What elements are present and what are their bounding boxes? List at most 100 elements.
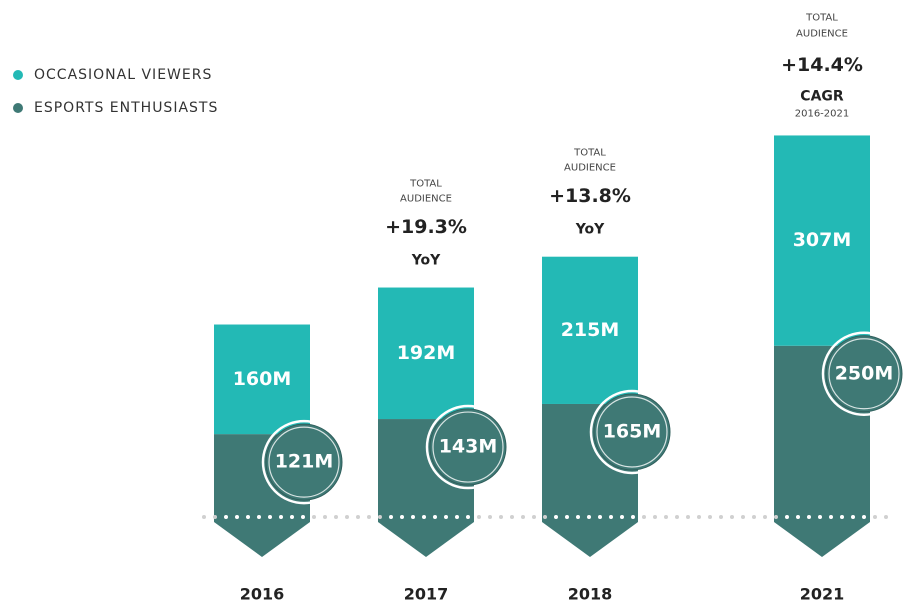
annotation-value: +19.3% (385, 216, 467, 238)
baseline-dot (213, 515, 217, 519)
badge (265, 423, 343, 501)
badge-inner-ring (828, 338, 900, 410)
baseline-dot (532, 515, 536, 519)
baseline-dot (598, 515, 602, 519)
baseline-dot (851, 515, 855, 519)
baseline-dot (719, 515, 723, 519)
baseline-dot (730, 515, 734, 519)
badge (593, 393, 671, 471)
baseline-dot (708, 515, 712, 519)
x-tick-label: 2021 (800, 585, 845, 603)
baseline-dot (521, 515, 525, 519)
baseline-dot (796, 515, 800, 519)
baseline-dot (466, 515, 470, 519)
data-label: 215M (561, 319, 620, 341)
legend-dot (13, 103, 23, 113)
baseline-dot (268, 515, 272, 519)
data-label: 160M (233, 368, 292, 390)
baseline-dot (400, 515, 404, 519)
badge-inner-ring (268, 426, 340, 498)
baseline-dot (510, 515, 514, 519)
baseline-dot (444, 515, 448, 519)
badge-inner-ring (596, 396, 668, 468)
baseline-dot (356, 515, 360, 519)
bar-segment (542, 256, 638, 404)
bar-chevron (774, 517, 870, 557)
baseline-dot (642, 515, 646, 519)
baseline-dot (620, 515, 624, 519)
bar-segment (774, 135, 870, 346)
annotation-heading: AUDIENCE (400, 194, 452, 205)
x-tick-label: 2017 (404, 585, 449, 603)
x-tick-label: 2016 (240, 585, 285, 603)
annotation-value: +13.8% (549, 185, 631, 207)
bar-chevron (542, 517, 638, 557)
baseline-dot (807, 515, 811, 519)
data-label: 192M (397, 342, 456, 364)
baseline-dot (763, 515, 767, 519)
baseline-dot (543, 515, 547, 519)
annotation-heading: TOTAL (805, 12, 838, 23)
annotation-heading: TOTAL (409, 179, 442, 190)
badge (825, 335, 903, 413)
baseline-dot (829, 515, 833, 519)
baseline-dot (785, 515, 789, 519)
baseline-dot (279, 515, 283, 519)
legend-label: OCCASIONAL VIEWERS (34, 67, 212, 83)
data-label: 307M (793, 229, 852, 251)
bar-chevron (378, 517, 474, 557)
baseline-dot (257, 515, 261, 519)
baseline-dot (774, 515, 778, 519)
baseline-dot (477, 515, 481, 519)
baseline-dot (862, 515, 866, 519)
data-label: 143M (439, 436, 498, 458)
baseline-dot (675, 515, 679, 519)
badge-ring (425, 404, 511, 490)
baseline-dot (202, 515, 206, 519)
baseline-dot (323, 515, 327, 519)
baseline-dot (422, 515, 426, 519)
baseline-dot (818, 515, 822, 519)
legend-label: ESPORTS ENTHUSIASTS (34, 100, 218, 116)
baseline-dot (565, 515, 569, 519)
baseline-dot (411, 515, 415, 519)
annotation-heading: AUDIENCE (796, 28, 848, 39)
bar-segment (378, 287, 474, 420)
baseline-dot (345, 515, 349, 519)
baseline-dot (884, 515, 888, 519)
baseline-dot (653, 515, 657, 519)
annotation-basis: YoY (575, 222, 605, 238)
bar-segment (214, 324, 310, 435)
baseline-dot (741, 515, 745, 519)
badge-inner-ring (432, 411, 504, 483)
baseline-dot (664, 515, 668, 519)
baseline-dot (752, 515, 756, 519)
baseline-dot (389, 515, 393, 519)
baseline-dot (301, 515, 305, 519)
baseline-dot (576, 515, 580, 519)
badge-ring (589, 389, 675, 475)
baseline-dot (235, 515, 239, 519)
baseline-dot (488, 515, 492, 519)
baseline-dot (246, 515, 250, 519)
annotation-basis: CAGR (800, 88, 844, 104)
annotation-heading: TOTAL (573, 148, 606, 159)
bar-chevron (214, 517, 310, 557)
baseline-dot (609, 515, 613, 519)
annotation-heading: AUDIENCE (564, 163, 616, 174)
baseline-dot (840, 515, 844, 519)
badge-ring (261, 419, 347, 505)
badge (429, 408, 507, 486)
badge-ring (821, 331, 903, 416)
baseline-dot (499, 515, 503, 519)
baseline-dot (587, 515, 591, 519)
annotation-period: 2016-2021 (795, 108, 850, 119)
baseline-dot (367, 515, 371, 519)
baseline-dot (312, 515, 316, 519)
data-label: 250M (835, 362, 894, 384)
baseline-dot (554, 515, 558, 519)
baseline-dot (631, 515, 635, 519)
baseline-dot (334, 515, 338, 519)
baseline-dot (378, 515, 382, 519)
